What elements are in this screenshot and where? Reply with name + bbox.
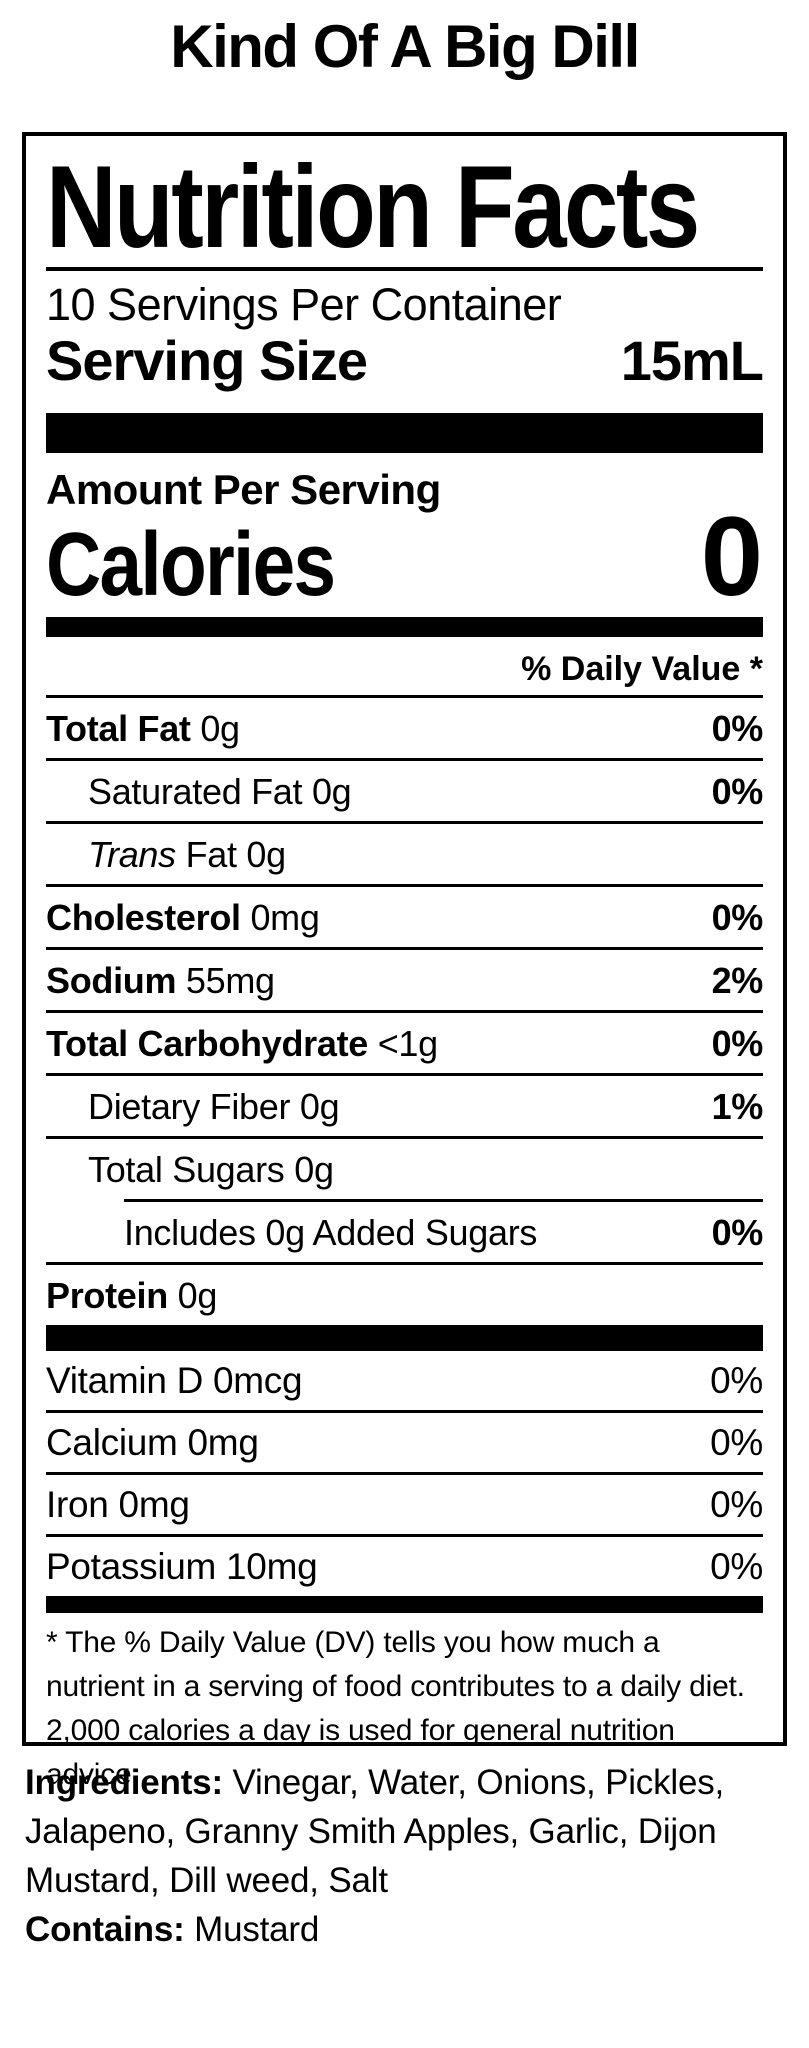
nutrient-row-total-carbohydrate: Total Carbohydrate <1g 0% (46, 1013, 763, 1076)
nutrient-name: Includes 0g Added Sugars (124, 1212, 538, 1253)
nutrient-dv: 0% (710, 1484, 763, 1525)
servings-per-container: 10 Servings Per Container (46, 279, 562, 330)
amount-per-serving-label: Amount Per Serving (46, 466, 441, 513)
nutrient-name: Sodium (46, 960, 177, 1001)
indented-rule (124, 1199, 763, 1202)
nutrient-amount: 0g (200, 708, 240, 749)
nutrient-dv: 0% (711, 771, 764, 812)
nutrient-name-amount: Cholesterol 0mg (46, 897, 320, 939)
nutrient-name: Dietary Fiber (88, 1086, 291, 1127)
calories-value: 0 (700, 494, 763, 619)
nutrient-name-amount: Saturated Fat 0g (46, 771, 352, 813)
nutrient-name-amount: Iron 0mg (46, 1484, 190, 1526)
nutrient-name: Saturated Fat (88, 771, 303, 812)
product-title: Kind Of A Big Dill (170, 13, 640, 80)
nutrient-name: Calcium (46, 1422, 178, 1463)
nutrient-name: Cholesterol (46, 897, 241, 938)
nutrient-name-amount: Trans Fat 0g (46, 834, 286, 876)
thick-separator-bar (46, 413, 763, 453)
nutrient-amount: 0g (311, 771, 352, 812)
nutrient-name: Protein (46, 1275, 168, 1316)
medium-separator-bar (46, 617, 763, 637)
nutrient-row-total-sugars: Total Sugars 0g (46, 1139, 763, 1199)
nutrient-row-saturated-fat: Saturated Fat 0g 0% (46, 761, 763, 824)
nutrient-amount: 0g (246, 834, 286, 875)
nutrient-name: Total Sugars (88, 1149, 285, 1190)
nutrient-dv: 0% (711, 708, 764, 749)
nutrient-amount: 10mg (226, 1546, 318, 1587)
nutrient-name: Fat (185, 834, 237, 875)
nutrient-name-amount: Total Fat 0g (46, 708, 240, 750)
nutrient-amount: 55mg (185, 960, 275, 1001)
nutrient-amount: 0mg (250, 897, 320, 938)
nutrient-name-amount: Total Sugars 0g (46, 1149, 334, 1191)
nutrition-facts-title: Nutrition Facts (46, 141, 700, 272)
ingredients-label: Ingredients: (25, 1763, 223, 1802)
nutrient-row-total-fat: Total Fat 0g 0% (46, 698, 763, 761)
nutrient-name-amount: Includes 0g Added Sugars (46, 1212, 537, 1254)
nutrient-name: Vitamin D (46, 1360, 204, 1401)
nutrient-amount: 0g (177, 1275, 218, 1316)
nutrient-row-sodium: Sodium 55mg 2% (46, 950, 763, 1013)
nutrient-name: Potassium (46, 1546, 217, 1587)
calories-label: Calories (46, 515, 336, 615)
micronutrient-row-iron: Iron 0mg 0% (46, 1475, 763, 1537)
nutrient-row-added-sugars: Includes 0g Added Sugars 0% (46, 1202, 763, 1265)
nutrient-amount: 0mcg (213, 1360, 303, 1401)
nutrient-dv: 0% (710, 1360, 763, 1401)
nutrient-amount: <1g (377, 1023, 438, 1064)
ingredients-section: Ingredients: Vinegar, Water, Onions, Pic… (25, 1758, 787, 1954)
nutrient-name-amount: Protein 0g (46, 1275, 217, 1317)
nutrient-row-dietary-fiber: Dietary Fiber 0g 1% (46, 1076, 763, 1139)
contains-label: Contains: (25, 1910, 185, 1949)
nutrient-amount: 0mg (187, 1422, 259, 1463)
nutrient-row-cholesterol: Cholesterol 0mg 0% (46, 887, 763, 950)
thick-separator-bar (46, 1325, 763, 1351)
nutrient-dv: 1% (711, 1086, 764, 1127)
nutrient-row-protein: Protein 0g (46, 1265, 763, 1325)
nutrient-name: Total Fat (46, 708, 191, 749)
nutrient-name: Iron (46, 1484, 109, 1525)
nutrient-name-amount: Potassium 10mg (46, 1546, 318, 1588)
nutrient-dv: 0% (711, 897, 764, 938)
micronutrient-row-vitamin-d: Vitamin D 0mcg 0% (46, 1351, 763, 1413)
nutrient-name-italic: Trans (88, 834, 176, 875)
title-rule (46, 267, 763, 271)
nutrient-name-amount: Total Carbohydrate <1g (46, 1023, 438, 1065)
nutrition-facts-label: Nutrition Facts 10 Servings Per Containe… (22, 132, 787, 1791)
nutrient-dv: 0% (711, 1023, 764, 1064)
nutrient-amount: 0mg (118, 1484, 190, 1525)
nutrient-name-amount: Sodium 55mg (46, 960, 275, 1002)
nutrient-dv: 2% (711, 960, 764, 1001)
micronutrient-row-calcium: Calcium 0mg 0% (46, 1413, 763, 1475)
medium-separator-bar (46, 1596, 763, 1613)
nutrient-dv: 0% (710, 1546, 763, 1587)
calories-row: Calories 0 (46, 494, 763, 619)
serving-size-row: Serving Size 15mL (46, 329, 764, 392)
nutrient-name-amount: Dietary Fiber 0g (46, 1086, 340, 1128)
ingredients-text: Vinegar, Water, Onions, Pickles, Jalapen… (25, 1763, 725, 1900)
contains-line: Contains: Mustard (25, 1905, 787, 1954)
daily-value-header: % Daily Value * (46, 649, 763, 698)
ingredients-line: Ingredients: Vinegar, Water, Onions, Pic… (25, 1758, 787, 1905)
serving-size-value: 15mL (620, 329, 764, 392)
nutrient-name-amount: Vitamin D 0mcg (46, 1360, 303, 1402)
nutrient-name: Total Carbohydrate (46, 1023, 368, 1064)
nutrient-name-amount: Calcium 0mg (46, 1422, 259, 1464)
contains-text: Mustard (194, 1910, 320, 1949)
nutrient-dv: 0% (711, 1212, 764, 1253)
serving-size-label: Serving Size (46, 329, 368, 392)
nutrient-row-trans-fat: Trans Fat 0g (46, 824, 763, 887)
nutrient-amount: 0g (299, 1086, 340, 1127)
daily-value-footnote: * The % Daily Value (DV) tells you how m… (46, 1626, 745, 1791)
micronutrient-row-potassium: Potassium 10mg 0% (46, 1537, 763, 1596)
nutrient-amount: 0g (294, 1149, 334, 1190)
nutrient-dv: 0% (710, 1422, 763, 1463)
